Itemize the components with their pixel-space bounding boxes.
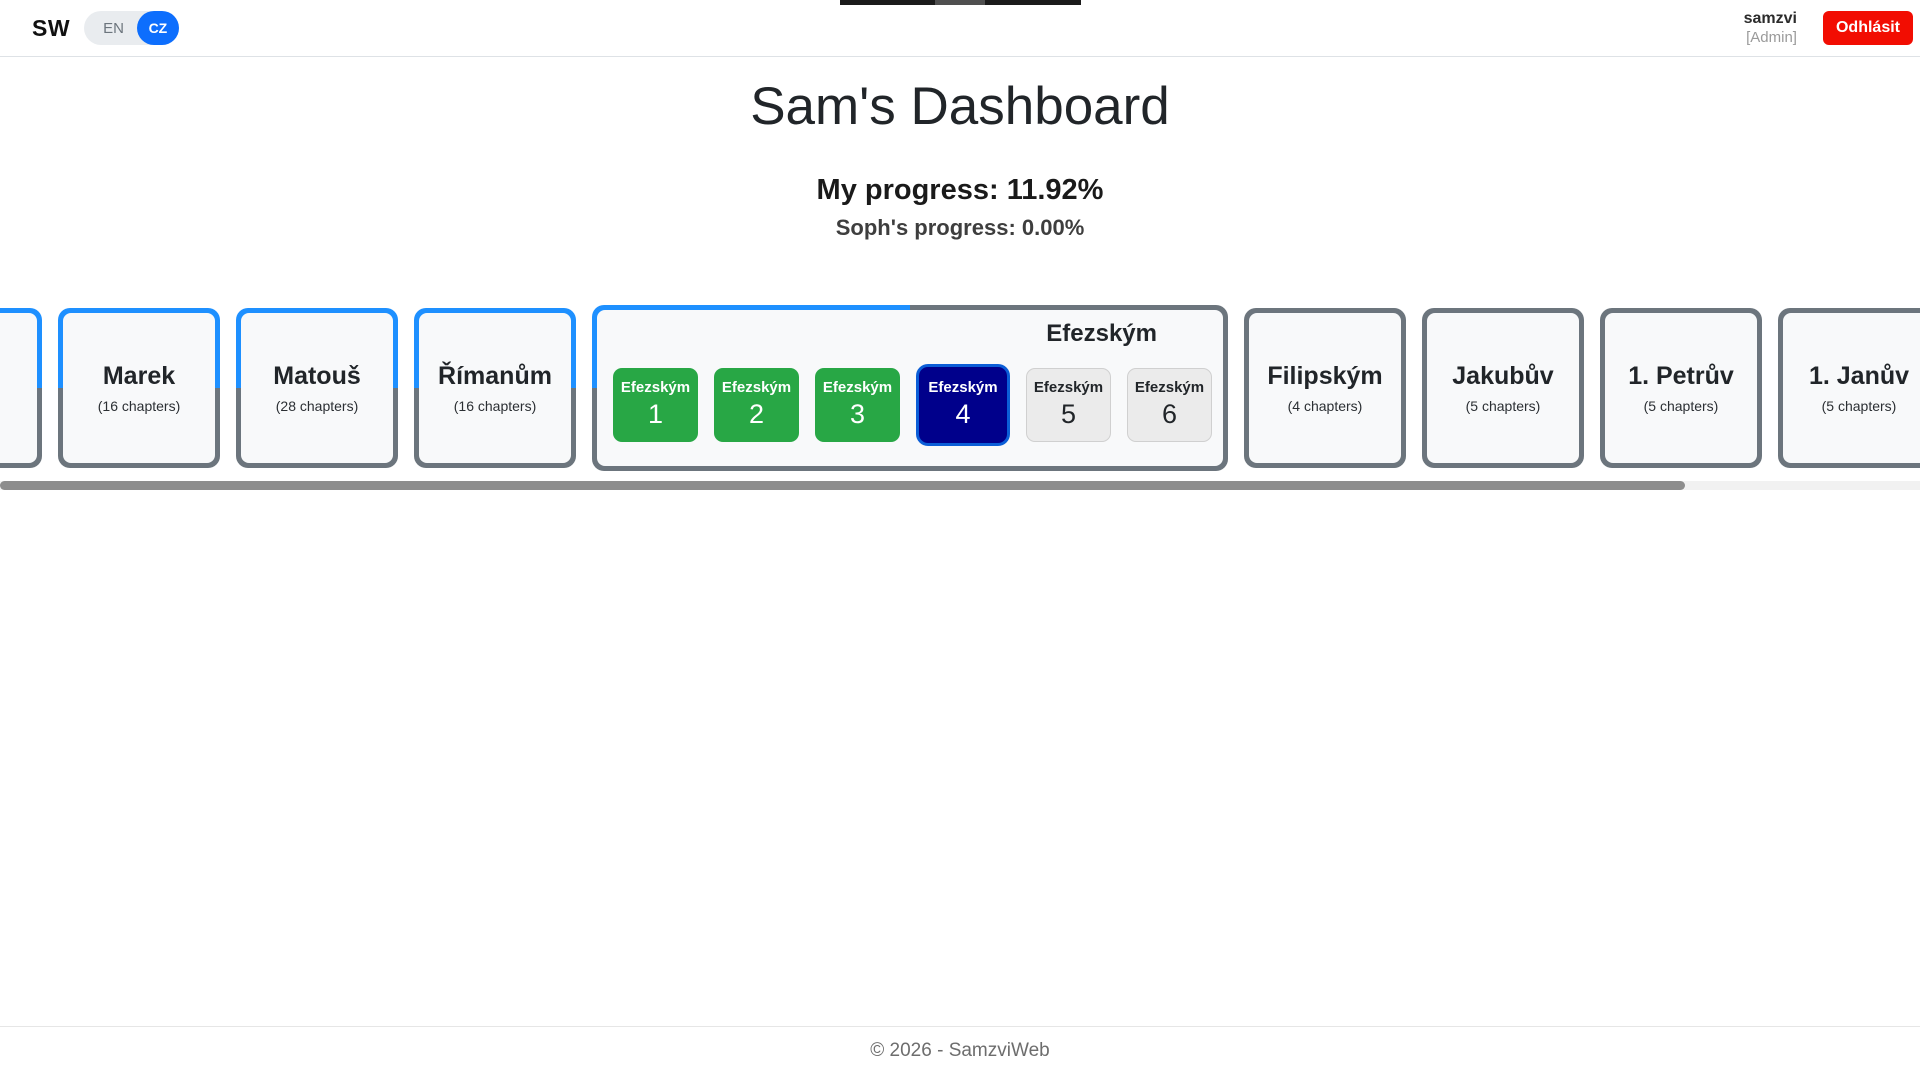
book-card-body: Filipským (4 chapters): [1249, 312, 1401, 463]
book-title: Jakubův: [1452, 361, 1554, 390]
book-card-body: 1. Petrův (5 chapters): [1605, 312, 1757, 463]
book-card-body: Římanům (16 chapters): [419, 312, 571, 463]
language-option-en[interactable]: EN: [103, 19, 124, 37]
book-chapter-count: (16 chapters): [453, 397, 537, 414]
books-row[interactable]: Marek (16 chapters) Matouš (28 chapters) Řím…: [0, 304, 1920, 471]
page-title: Sam's Dashboard: [750, 77, 1170, 136]
book-card-body: 1. Janův (5 chapters): [1783, 312, 1920, 463]
book-card[interactable]: Římanům (16 chapters): [414, 307, 576, 468]
chapter-book-label: Efezským: [822, 379, 893, 397]
book-card[interactable]: Filipským (4 chapters): [1244, 307, 1406, 468]
my-progress-text: My progress: 11.92%: [816, 173, 1104, 206]
book-title: Efezským: [1046, 319, 1157, 347]
book-title: Římanům: [438, 361, 552, 390]
app-logo: SW: [32, 14, 71, 41]
chapter-book-label: Efezským: [1134, 379, 1205, 397]
book-card-body: Efezským Efezským 1 Efezským 2 Efezským 3 Efezs…: [597, 309, 1223, 466]
book-card[interactable]: Matouš (28 chapters): [236, 307, 398, 468]
chapter-number: 1: [647, 399, 664, 430]
chapter-number: 4: [955, 399, 971, 430]
language-toggle[interactable]: EN CZ: [84, 11, 179, 45]
copyright-text: © 2026 - SamzviWeb: [870, 1040, 1050, 1061]
book-card-body: Marek (16 chapters): [63, 312, 215, 463]
navbar: SW EN CZ samzvi [Admin] Odhlásit: [0, 0, 1920, 57]
navbar-left: SW EN CZ: [32, 11, 179, 45]
book-card-expanded[interactable]: Efezským Efezským 1 Efezským 2 Efezským 3 Efezs…: [592, 304, 1228, 471]
chapter-number: 2: [748, 399, 765, 430]
dashboard-header: Sam's Dashboard My progress: 11.92% Soph…: [0, 57, 1920, 241]
soph-progress-text: Soph's progress: 0.00%: [835, 214, 1085, 240]
book-card[interactable]: Jakubův (5 chapters): [1422, 307, 1584, 468]
language-option-cz[interactable]: CZ: [136, 11, 179, 45]
chapter-number: 3: [849, 399, 866, 430]
book-chapter-count: (5 chapters): [1643, 397, 1719, 414]
book-chapter-count: (5 chapters): [1465, 397, 1541, 414]
book-card[interactable]: [0, 307, 42, 468]
user-name: samzvi: [1743, 9, 1797, 27]
user-role: [Admin]: [1746, 28, 1797, 46]
book-title: Matouš: [273, 361, 361, 390]
chapter-button-4[interactable]: Efezským 4: [916, 363, 1010, 446]
chapter-button-1[interactable]: Efezským 1: [613, 367, 698, 442]
navbar-right: samzvi [Admin] Odhlásit: [1744, 9, 1913, 48]
chapter-row: Efezským 1 Efezským 2 Efezským 3 Efezským 4 Efez…: [613, 363, 1212, 446]
book-card[interactable]: 1. Janův (5 chapters): [1778, 307, 1920, 468]
top-center-black-bar: [840, 0, 1081, 5]
user-block: samzvi [Admin]: [1744, 9, 1797, 48]
chapter-book-label: Efezským: [928, 379, 998, 397]
book-card[interactable]: 1. Petrův (5 chapters): [1600, 307, 1762, 468]
chapter-button-2[interactable]: Efezským 2: [714, 367, 799, 442]
book-title: Marek: [102, 361, 176, 390]
book-title: 1. Janův: [1808, 361, 1910, 390]
chapter-book-label: Efezským: [1033, 379, 1104, 397]
book-card-body: Matouš (28 chapters): [241, 312, 393, 463]
book-card-body: [0, 312, 37, 463]
book-card[interactable]: Marek (16 chapters): [58, 307, 220, 468]
book-chapter-count: (16 chapters): [97, 397, 181, 414]
logout-button[interactable]: Odhlásit: [1822, 11, 1913, 45]
book-title: 1. Petrův: [1628, 361, 1734, 390]
chapter-number: 6: [1161, 399, 1178, 430]
book-chapter-count: (4 chapters): [1287, 397, 1363, 414]
chapter-button-3[interactable]: Efezským 3: [815, 367, 900, 442]
chapter-button-5[interactable]: Efezským 5: [1026, 367, 1111, 442]
horizontal-scrollbar-thumb[interactable]: [0, 480, 1685, 490]
chapter-number: 5: [1060, 399, 1077, 430]
chapter-book-label: Efezským: [620, 379, 691, 397]
book-title: Filipským: [1267, 361, 1383, 390]
chapter-button-6[interactable]: Efezským 6: [1127, 367, 1212, 442]
book-card-body: Jakubův (5 chapters): [1427, 312, 1579, 463]
book-chapter-count: (28 chapters): [275, 397, 359, 414]
book-chapter-count: (5 chapters): [1821, 397, 1897, 414]
footer: © 2026 - SamzviWeb: [0, 1026, 1920, 1080]
chapter-book-label: Efezským: [721, 379, 792, 397]
top-center-black-bar-segment: [935, 0, 985, 5]
horizontal-scrollbar-track[interactable]: [0, 480, 1920, 490]
